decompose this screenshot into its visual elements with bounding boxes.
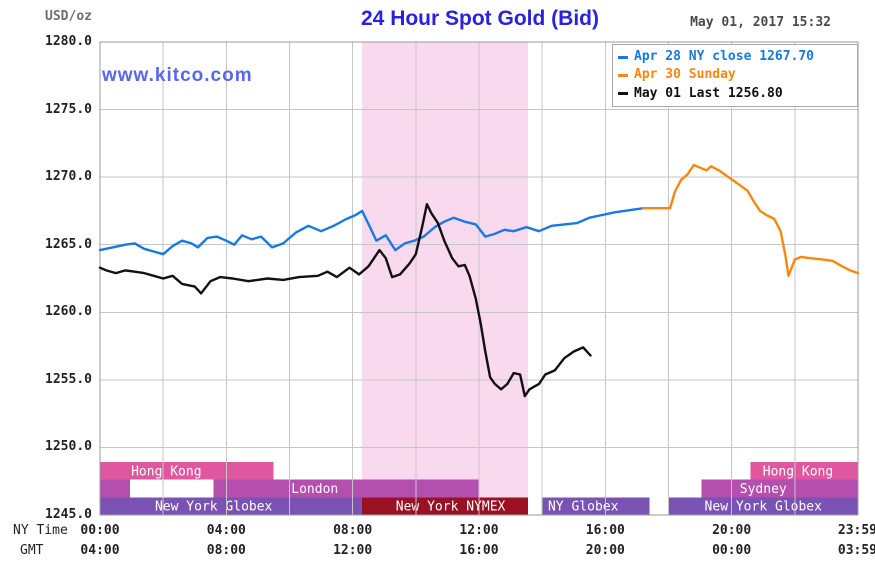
session-band (213, 479, 479, 498)
y-tick-label: 1255.0 (45, 371, 92, 387)
x-tick-label-gmt: 03:59 (837, 543, 875, 558)
legend-swatch (618, 92, 628, 96)
series-line (642, 163, 860, 277)
session-band-label: New York Globex (705, 500, 823, 515)
session-band-label: New York Globex (155, 500, 273, 515)
session-band (100, 479, 131, 498)
series-line (98, 206, 645, 256)
x-tick-label-ny: 12:00 (459, 523, 499, 538)
page-title: 24 Hour Spot Gold (Bid) (361, 7, 599, 30)
nymex-session-highlight (362, 42, 528, 515)
x-tick-label-ny: 08:00 (333, 523, 373, 538)
legend-item: May 01 Last 1256.80 (618, 86, 852, 102)
session-band (362, 497, 528, 515)
session-band-label: New York NYMEX (396, 500, 506, 515)
plot-border (99, 41, 859, 516)
y-tick-label: 1245.0 (45, 507, 92, 522)
x-axis-row-name-gmt: GMT (20, 543, 44, 558)
session-band-label: NY Globex (548, 500, 619, 515)
y-tick-label: 1265.0 (45, 236, 92, 252)
legend-item: Apr 30 Sunday (618, 67, 852, 83)
x-tick-label-ny: 23:59 (837, 523, 875, 538)
legend: Apr 28 NY close 1267.70 Apr 30 Sunday May … (612, 44, 858, 107)
session-band-label: London (291, 482, 338, 497)
x-tick-label-ny: 00:00 (80, 523, 120, 538)
chart-timestamp: May 01, 2017 15:32 (690, 15, 831, 30)
x-tick-label-ny: 20:00 (712, 523, 752, 538)
session-band (100, 462, 274, 480)
y-tick-label: 1270.0 (45, 169, 92, 185)
y-tick-label: 1275.0 (45, 101, 92, 117)
y-axis-units-label: USD/oz (45, 9, 92, 24)
legend-label: May 01 Last 1256.80 (634, 85, 783, 101)
legend-label: Apr 30 Sunday (634, 67, 736, 83)
x-tick-label-gmt: 12:00 (333, 543, 373, 558)
x-tick-label-gmt: 04:00 (80, 543, 120, 558)
session-band-label: Hong Kong (131, 464, 201, 479)
kitco-watermark: www.kitco.com (102, 65, 253, 86)
x-tick-label-ny: 16:00 (585, 523, 625, 538)
session-band (100, 497, 363, 515)
x-tick-label-gmt: 08:00 (206, 543, 246, 558)
session-band-label: Hong Kong (763, 464, 833, 479)
series-line (98, 202, 592, 398)
x-tick-label-gmt: 00:00 (712, 543, 752, 558)
legend-swatch (618, 73, 628, 77)
session-band (750, 462, 858, 480)
legend-item: Apr 28 NY close 1267.70 (618, 49, 852, 65)
x-tick-label-ny: 04:00 (206, 523, 246, 538)
session-band-label: Sydney (740, 482, 787, 497)
x-tick-label-gmt: 20:00 (585, 543, 625, 558)
x-axis-row-name-ny-time: NY Time (13, 523, 68, 538)
y-tick-label: 1260.0 (45, 304, 92, 320)
legend-label: Apr 28 NY close 1267.70 (634, 49, 815, 65)
legend-swatch (618, 55, 628, 59)
x-tick-label-gmt: 16:00 (459, 543, 499, 558)
session-band (542, 497, 650, 515)
session-band (668, 497, 858, 515)
y-tick-label: 1250.0 (45, 439, 92, 455)
y-tick-label: 1280.0 (45, 34, 92, 49)
session-band (701, 479, 858, 498)
